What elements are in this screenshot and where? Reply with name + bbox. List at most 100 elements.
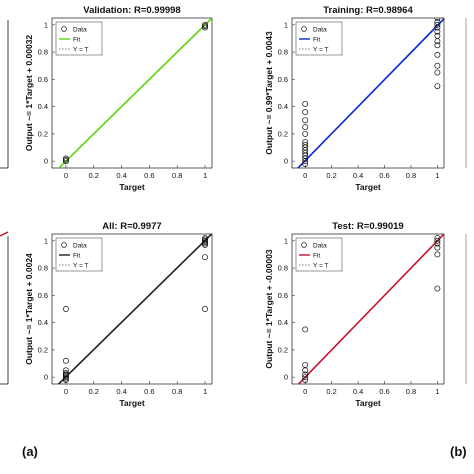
x-axis-label: Target — [119, 182, 145, 192]
legend-label-data: Data — [73, 27, 87, 34]
data-point — [434, 285, 441, 292]
neighbor-panel-left — [0, 236, 9, 385]
y-tick-label: 1 — [284, 20, 288, 29]
legend-data-marker — [301, 26, 307, 32]
data-point — [302, 326, 309, 333]
chart-title: Training: R=0.98964 — [323, 5, 413, 16]
data-point — [62, 155, 69, 162]
chart-b-training: 0 0.2 0.4 0.6 0.8 1 0 0.2 0.4 0.6 0.8 1 Data Fit Y = T… — [264, 5, 445, 192]
y-tick-label: 0.4 — [38, 102, 48, 111]
x-tick-label: 0.8 — [406, 387, 416, 396]
fit-line — [57, 234, 212, 384]
data-point — [62, 370, 69, 377]
x-tick-label: 0.2 — [89, 171, 99, 180]
data-point — [434, 51, 441, 58]
fit-line — [296, 18, 444, 168]
legend-label-identity: Y = T — [313, 47, 329, 54]
y-tick-label: 1 — [284, 236, 288, 245]
chart-b-test: 0 0.2 0.4 0.6 0.8 1 0 0.2 0.4 0.6 0.8 1 Data Fit Y = T… — [264, 221, 445, 408]
data-point — [434, 69, 441, 76]
fit-line — [57, 18, 212, 168]
x-tick-label: 1 — [203, 171, 207, 180]
y-tick-label: 0.6 — [278, 291, 288, 300]
chart-a-all: 0 0.2 0.4 0.6 0.8 1 0 0.2 0.4 0.6 0.8 1 Data Fit Y = T… — [24, 221, 213, 408]
y-tick-label: 0.4 — [38, 318, 48, 327]
data-point — [434, 235, 441, 242]
data-point — [302, 100, 309, 107]
y-tick-label: 0.6 — [38, 75, 48, 84]
data-point — [434, 83, 441, 90]
y-tick-label: 0.2 — [38, 129, 48, 138]
data-point — [434, 28, 441, 35]
data-point — [302, 139, 309, 146]
y-axis-label: Output ~= 1*Target + -0.00003 — [264, 249, 274, 368]
legend-data-marker — [301, 242, 307, 248]
y-axis-label: Output ~= 1*Target + 0.00032 — [24, 35, 34, 152]
data-point — [202, 235, 208, 242]
x-tick-label: 0 — [303, 387, 307, 396]
legend-label-fit: Fit — [313, 37, 320, 44]
neighbor-panel-left — [0, 20, 9, 169]
data-point — [434, 18, 441, 21]
legend-label-identity: Y = T — [313, 263, 329, 270]
x-tick-label: 1 — [435, 171, 439, 180]
x-tick-label: 0.6 — [144, 171, 154, 180]
x-axis-label: Target — [355, 398, 381, 408]
fit-line — [297, 234, 444, 384]
data-point — [62, 367, 69, 374]
x-tick-label: 0 — [64, 387, 68, 396]
data-point — [434, 62, 441, 69]
panel-label-a: (a) — [22, 444, 38, 459]
data-point — [302, 371, 309, 378]
x-tick-label: 0.6 — [144, 387, 154, 396]
chart-a-validation: 0 0.2 0.4 0.6 0.8 1 0 0.2 0.4 0.6 0.8 1 Data Fit Y = T… — [24, 5, 213, 192]
x-tick-label: 0.4 — [353, 387, 363, 396]
panel-label-b: (b) — [450, 444, 467, 459]
y-tick-label: 0.8 — [38, 264, 48, 273]
x-tick-label: 0.4 — [353, 171, 363, 180]
data-point — [202, 306, 208, 312]
x-axis-label: Target — [355, 182, 381, 192]
x-tick-label: 1 — [435, 387, 439, 396]
data-point — [434, 32, 441, 39]
x-tick-label: 0 — [64, 171, 68, 180]
x-tick-label: 0.6 — [379, 387, 389, 396]
x-tick-label: 0.2 — [89, 387, 99, 396]
y-tick-label: 0 — [284, 373, 288, 382]
y-axis-label: Output ~= 0.99*Target + 0.0043 — [264, 31, 274, 155]
legend-data-marker — [61, 242, 67, 248]
legend-label-data: Data — [73, 243, 87, 250]
data-point — [302, 117, 309, 124]
data-point — [202, 254, 208, 261]
x-tick-label: 0 — [303, 171, 307, 180]
x-tick-label: 0.4 — [116, 387, 126, 396]
x-tick-label: 0.4 — [116, 171, 126, 180]
legend-label-fit: Fit — [313, 253, 320, 260]
chart-title: Test: R=0.99019 — [332, 221, 403, 232]
neighbor-fit-line — [0, 231, 9, 237]
y-tick-label: 0.4 — [278, 318, 288, 327]
y-tick-label: 0.8 — [38, 48, 48, 57]
y-tick-label: 0.6 — [278, 75, 288, 84]
chart-title: All: R=0.9977 — [102, 221, 161, 232]
data-point — [302, 109, 309, 116]
data-point — [62, 306, 69, 312]
data-point — [62, 357, 69, 364]
data-point — [302, 374, 309, 381]
y-tick-label: 0.8 — [278, 48, 288, 57]
y-tick-label: 0.6 — [38, 291, 48, 300]
y-tick-label: 0 — [44, 157, 48, 166]
x-tick-label: 0.2 — [326, 171, 336, 180]
y-tick-label: 0.2 — [38, 345, 48, 354]
data-point — [202, 21, 208, 28]
x-tick-label: 0.6 — [379, 171, 389, 180]
x-tick-label: 1 — [203, 387, 207, 396]
y-tick-label: 0.8 — [278, 264, 288, 273]
data-point — [434, 21, 441, 28]
x-tick-label: 0.2 — [326, 387, 336, 396]
y-tick-label: 0.2 — [278, 345, 288, 354]
x-tick-label: 0.8 — [172, 171, 182, 180]
y-tick-label: 1 — [44, 236, 48, 245]
y-tick-label: 0.4 — [278, 102, 288, 111]
